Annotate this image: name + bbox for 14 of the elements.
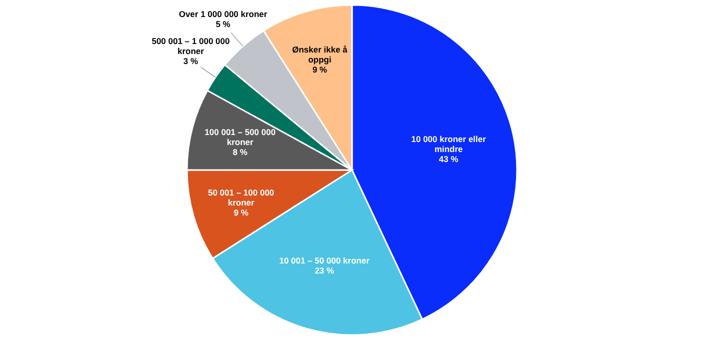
slice-label: 50 001 – 100 000 kroner — [208, 188, 274, 208]
data-label: 43 % — [438, 154, 459, 164]
slice-label: 10 001 – 50 000 kroner — [279, 256, 370, 266]
data-label: 5 % — [216, 19, 231, 30]
slice-label: Over 1 000 000 kroner — [178, 9, 268, 20]
data-label: 9 % — [234, 208, 249, 218]
data-label: 23 % — [314, 266, 335, 276]
slice-label: 100 001 – 500 000 kroner — [204, 126, 276, 147]
data-label: 8 % — [232, 146, 248, 157]
slice-label: 10 000 kroner eller mindre — [411, 134, 487, 154]
data-label: 3 % — [183, 56, 198, 66]
slice-label: Ønsker ikke å oppgi — [292, 44, 348, 65]
data-label: 9 % — [312, 64, 328, 75]
slice-label: 500 001 – 1 000 000 kroner — [152, 36, 230, 56]
